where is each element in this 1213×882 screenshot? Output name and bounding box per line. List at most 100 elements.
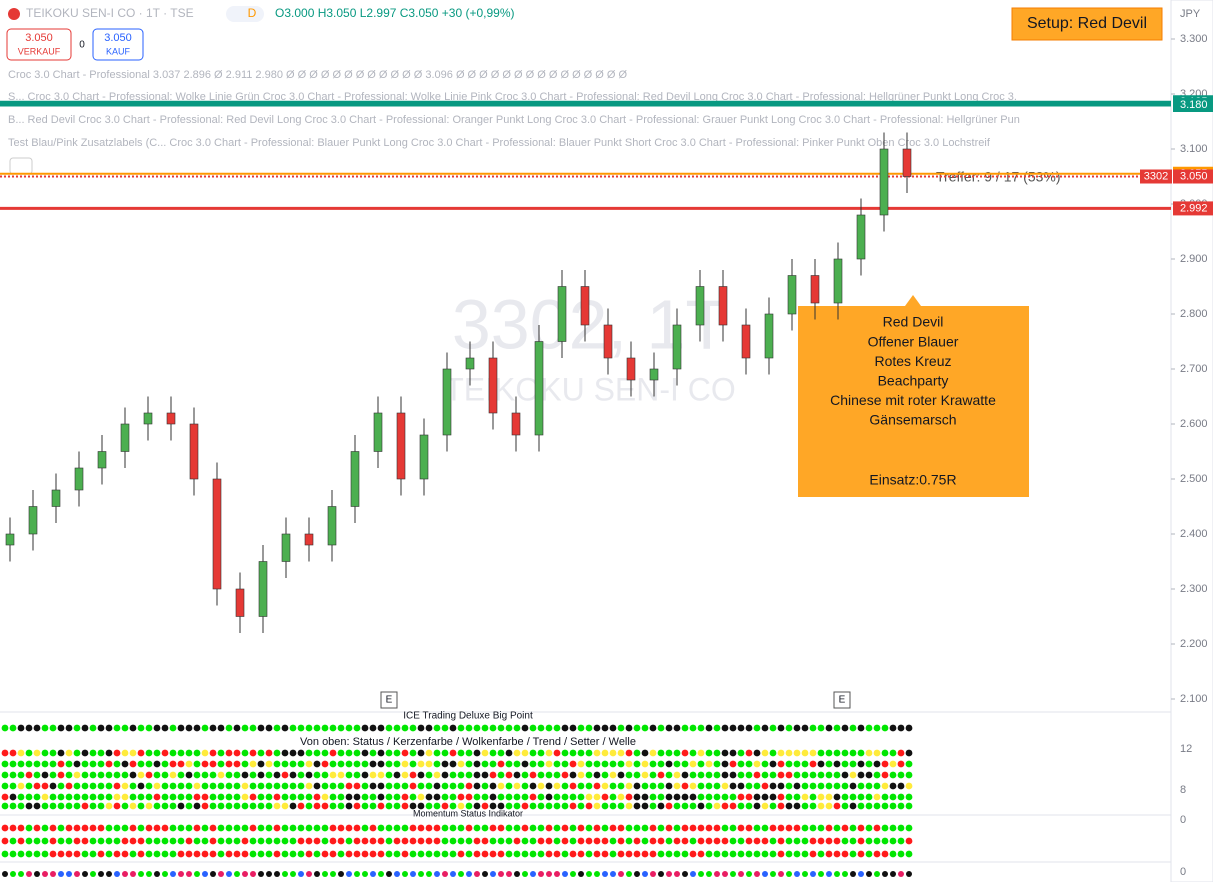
momentum-dot [457, 824, 465, 832]
e-marker[interactable] [833, 691, 851, 709]
e-marker[interactable] [380, 691, 398, 709]
collapse-button[interactable] [9, 157, 33, 175]
momentum-dot [721, 837, 729, 845]
momentum-dot [633, 824, 641, 832]
momentum-dot [57, 850, 65, 858]
status-dot [393, 724, 401, 732]
wave-dot [562, 871, 568, 877]
momentum-dot [665, 824, 673, 832]
status-dot [345, 724, 353, 732]
momentum-dot [169, 824, 177, 832]
status-dot [801, 771, 809, 779]
status-dot [289, 771, 297, 779]
status-dot [241, 782, 249, 790]
status-dot [729, 760, 737, 768]
momentum-dot [81, 837, 89, 845]
status-dot [697, 793, 705, 801]
status-dot [193, 749, 201, 757]
status-dot [289, 793, 297, 801]
lower-axis: 0 [1180, 814, 1186, 826]
status-dot [193, 802, 201, 810]
status-dot [297, 782, 305, 790]
status-dot [169, 771, 177, 779]
momentum-dot [841, 824, 849, 832]
status-dot [449, 749, 457, 757]
wave-dot [314, 871, 320, 877]
momentum-dot [817, 850, 825, 858]
status-dot [249, 782, 257, 790]
wave-dot [570, 871, 576, 877]
sell-button[interactable] [6, 28, 72, 61]
status-dot [129, 749, 137, 757]
status-dot [209, 771, 217, 779]
status-dot [569, 771, 577, 779]
momentum-dot [489, 850, 497, 858]
status-dot [729, 782, 737, 790]
momentum-dot [737, 824, 745, 832]
buy-button[interactable] [92, 28, 144, 61]
status-dot [857, 760, 865, 768]
momentum-dot [601, 837, 609, 845]
status-dot [89, 771, 97, 779]
status-dot [129, 771, 137, 779]
momentum-dot [297, 850, 305, 858]
momentum-dot [257, 850, 265, 858]
momentum-dot [649, 850, 657, 858]
status-dot [841, 771, 849, 779]
status-dot [689, 802, 697, 810]
momentum-dot [841, 850, 849, 858]
status-dot [353, 802, 361, 810]
status-dot [873, 749, 881, 757]
wave-dot [418, 871, 424, 877]
status-dot [137, 749, 145, 757]
currency[interactable]: JPY [1180, 8, 1201, 20]
status-dot [217, 724, 225, 732]
symbol[interactable]: TEIKOKU SEN-I CO · 1T · TSE [26, 6, 194, 20]
status-dot [217, 782, 225, 790]
status-dot [465, 782, 473, 790]
status-dot [161, 771, 169, 779]
momentum-dot [489, 824, 497, 832]
momentum-dot [825, 850, 833, 858]
status-dot [657, 771, 665, 779]
candle-body [235, 588, 245, 617]
momentum-dot [833, 850, 841, 858]
status-dot [665, 724, 673, 732]
y-tick-label: 2.300 [1180, 583, 1208, 595]
status-dot [49, 793, 57, 801]
momentum-dot [73, 824, 81, 832]
status-dot [489, 749, 497, 757]
momentum-dot [393, 850, 401, 858]
status-dot [97, 749, 105, 757]
momentum-dot [425, 850, 433, 858]
status-dot [385, 802, 393, 810]
status-dot [729, 793, 737, 801]
status-dot [465, 793, 473, 801]
momentum-dot [97, 837, 105, 845]
candle-body [465, 357, 475, 370]
status-dot [369, 793, 377, 801]
status-dot [177, 749, 185, 757]
y-tick-label: 2.600 [1180, 418, 1208, 430]
status-dot [481, 724, 489, 732]
status-dot [1, 749, 9, 757]
status-dot [209, 760, 217, 768]
status-dot [553, 724, 561, 732]
status-dot [561, 760, 569, 768]
status-dot [345, 802, 353, 810]
status-dot [225, 782, 233, 790]
status-dot [457, 749, 465, 757]
status-dot [417, 802, 425, 810]
status-dot [833, 802, 841, 810]
status-dot [449, 724, 457, 732]
momentum-dot [513, 837, 521, 845]
status-dot [113, 771, 121, 779]
status-dot [777, 760, 785, 768]
status-dot [81, 793, 89, 801]
status-dot [137, 782, 145, 790]
status-dot [297, 760, 305, 768]
status-dot [97, 771, 105, 779]
sell-label: VERKAUF [18, 46, 61, 56]
wave-dot [746, 871, 752, 877]
status-dot [441, 802, 449, 810]
